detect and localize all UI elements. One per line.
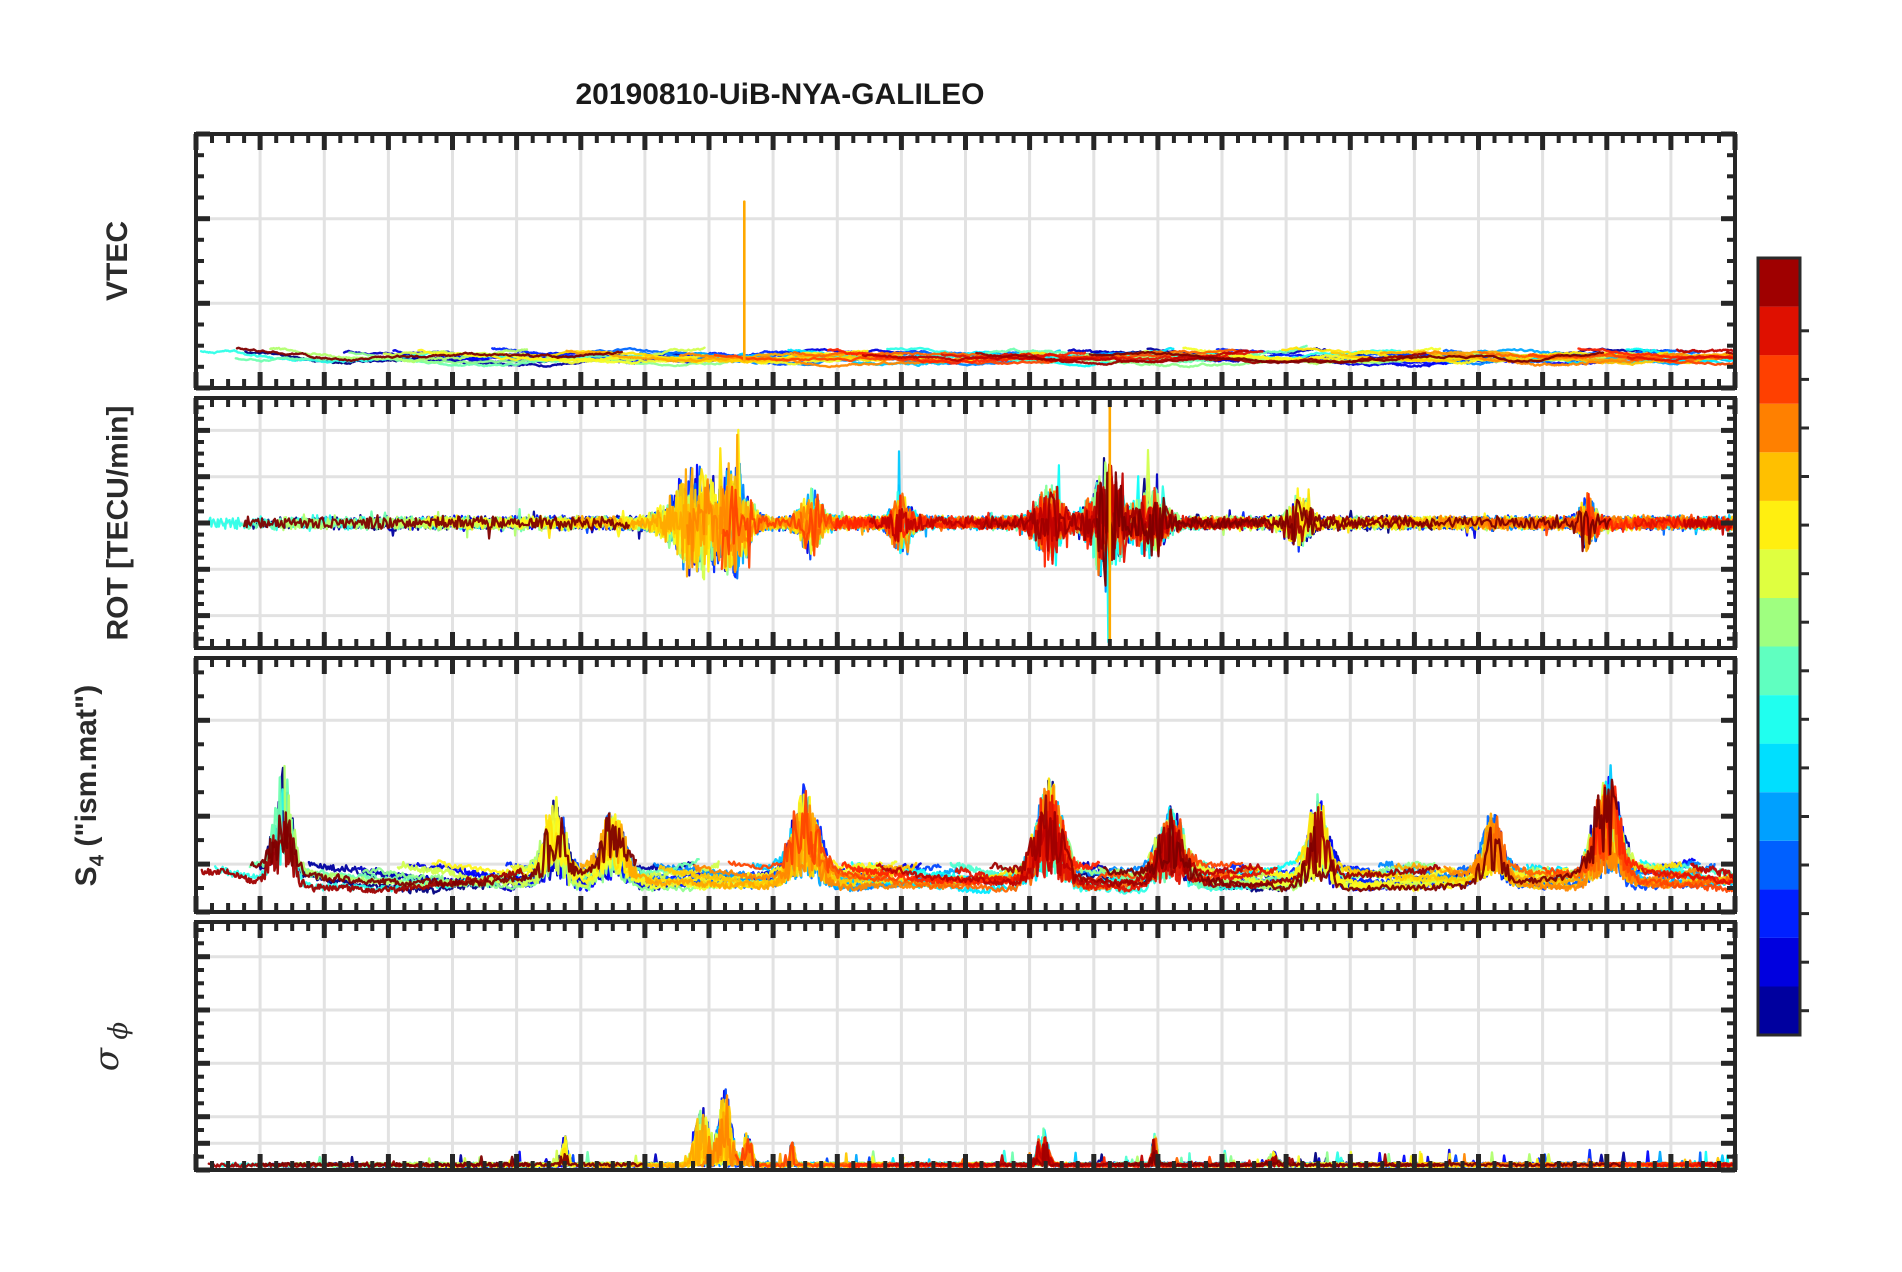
- page-title: 20190810-UiB-NYA-GALILEO: [575, 78, 985, 111]
- y-axis-title-s4: S4 ("ism.mat"): [70, 684, 109, 886]
- y-axis-title-rot: ROT [TECU/min]: [100, 405, 134, 641]
- y-axis-title-sigphi: σ ϕ: [86, 1021, 134, 1071]
- y-axis-title-vtec: VTEC: [101, 220, 135, 302]
